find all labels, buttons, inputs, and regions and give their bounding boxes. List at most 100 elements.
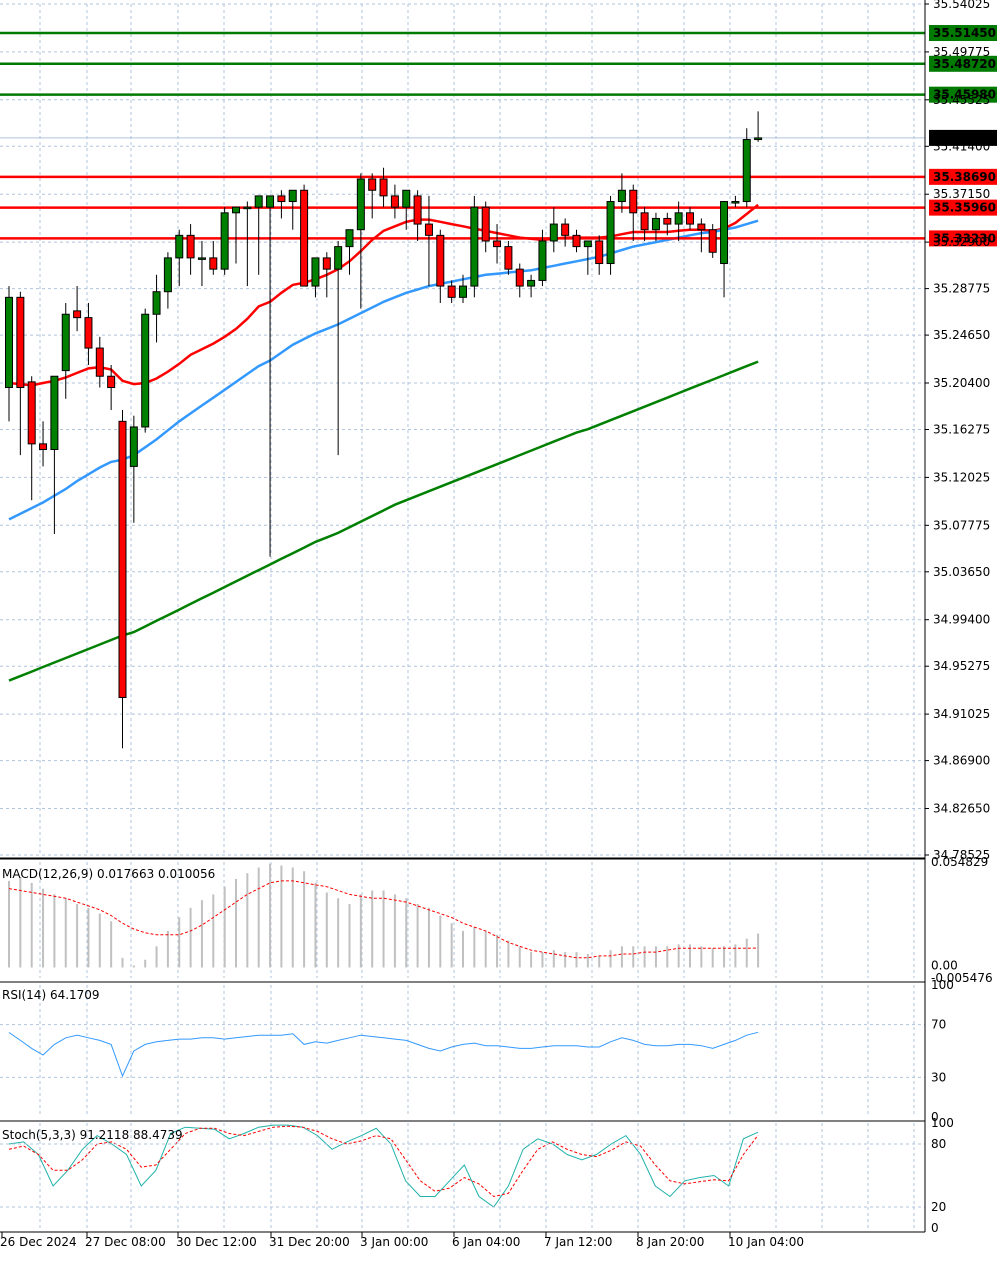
candle-body — [538, 240, 547, 281]
macd-axis-label: 0.00 — [931, 958, 958, 972]
candle-body — [368, 178, 377, 191]
candle-body — [84, 317, 93, 349]
candle-body — [243, 206, 252, 210]
level-label-bg — [929, 25, 997, 42]
candle-body — [606, 201, 615, 265]
level-label: 35.45980 — [933, 88, 996, 102]
candle-body — [742, 139, 751, 203]
current-price-label: 35.42146 — [933, 131, 996, 145]
rsi-axis-label: 70 — [931, 1018, 946, 1032]
candle-body — [515, 268, 524, 287]
macd-title: MACD(12,26,9) 0.017663 0.010056 — [2, 867, 215, 881]
candle-body — [118, 420, 127, 698]
candle-body — [197, 257, 206, 260]
candle-body — [379, 178, 388, 197]
candle-body — [186, 234, 195, 259]
candle-body — [436, 234, 445, 287]
rsi-axis-label: 30 — [931, 1070, 946, 1084]
candle-body — [493, 240, 502, 248]
level-label: 35.48720 — [933, 57, 996, 71]
level-label: 35.51450 — [933, 26, 996, 40]
candle-body — [640, 212, 649, 231]
candle-body — [356, 178, 365, 231]
candle-body — [16, 296, 25, 389]
candle-body — [663, 217, 672, 225]
candle-body — [572, 234, 581, 248]
candle-body — [107, 375, 116, 389]
candle-body — [39, 443, 48, 451]
rsi-line — [8, 1031, 759, 1078]
price-axis-label: 34.78525 — [933, 848, 990, 862]
macd-signal-line — [8, 880, 759, 959]
price-axis-label: 35.32900 — [933, 235, 990, 249]
candle-body — [754, 137, 763, 141]
candle-body — [311, 257, 320, 287]
stoch-axis-label: 100 — [931, 1116, 954, 1130]
price-axis-label: 35.12025 — [933, 470, 990, 484]
level-label: 35.33230 — [933, 231, 996, 245]
candle-body — [95, 347, 104, 377]
time-axis-label: 8 Jan 20:00 — [636, 1235, 704, 1249]
candle-body — [300, 189, 309, 287]
candle-body — [152, 291, 161, 315]
time-axis-label: 27 Dec 08:00 — [85, 1235, 166, 1249]
candle-body — [697, 223, 706, 231]
candle-body — [459, 285, 467, 298]
price-axis-label: 34.95275 — [933, 659, 990, 673]
rsi-axis-label: 0 — [931, 1110, 939, 1124]
price-axis-label: 35.37150 — [933, 187, 990, 201]
candle-body — [527, 279, 536, 287]
stoch-title: Stoch(5,3,3) 91.2118 88.4739 — [2, 1128, 183, 1142]
macd-axis-label: 0.054829 — [931, 855, 988, 869]
candle-body — [277, 195, 286, 203]
candle-body — [175, 234, 184, 259]
time-axis-label: 7 Jan 12:00 — [544, 1235, 612, 1249]
moving-average-line — [8, 360, 759, 682]
candle-body — [720, 201, 729, 265]
rsi-title: RSI(14) 64.1709 — [2, 988, 100, 1002]
stoch-axis-label: 80 — [931, 1137, 946, 1151]
candle-body — [27, 381, 36, 445]
candle-body — [129, 426, 138, 467]
stoch-axis-label: 0 — [931, 1221, 939, 1235]
candle-body — [254, 195, 263, 208]
price-axis-label: 35.54025 — [933, 0, 990, 11]
candle-body — [288, 189, 297, 203]
candle-body — [481, 206, 490, 242]
price-axis-label: 35.45525 — [933, 93, 990, 107]
candle-body — [583, 240, 592, 248]
price-axis-label: 35.28775 — [933, 282, 990, 296]
price-axis-label: 35.20400 — [933, 376, 990, 390]
candle-body — [686, 212, 694, 225]
candle-body — [549, 223, 558, 242]
candle-body — [731, 201, 740, 204]
price-axis-label: 35.41400 — [933, 139, 990, 153]
price-axis-label: 34.82650 — [933, 802, 990, 816]
candle-body — [413, 195, 422, 225]
time-axis-label: 10 Jan 04:00 — [728, 1235, 804, 1249]
level-label-bg — [929, 55, 997, 72]
price-axis-label: 34.99400 — [933, 613, 990, 627]
price-axis-label: 35.16275 — [933, 423, 990, 437]
candle-body — [651, 217, 660, 231]
time-axis-label: 26 Dec 2024 — [0, 1235, 77, 1249]
candle-body — [209, 257, 218, 270]
time-axis-label: 31 Dec 20:00 — [269, 1235, 350, 1249]
stoch-d-line — [8, 1125, 759, 1198]
level-label-bg — [929, 230, 997, 247]
candle-body — [447, 285, 456, 298]
candle-body — [345, 229, 354, 248]
level-label-bg — [929, 168, 997, 185]
candle-body — [390, 195, 399, 208]
price-axis-label: 34.91025 — [933, 707, 990, 721]
time-axis-label: 30 Dec 12:00 — [176, 1235, 257, 1249]
stoch-axis-label: 20 — [931, 1200, 946, 1214]
candle-body — [674, 212, 683, 225]
candle-body — [73, 310, 82, 319]
price-axis-label: 35.49775 — [933, 45, 990, 59]
candle-body — [470, 206, 479, 287]
candle-body — [232, 206, 240, 214]
current-price-bg — [929, 129, 997, 146]
